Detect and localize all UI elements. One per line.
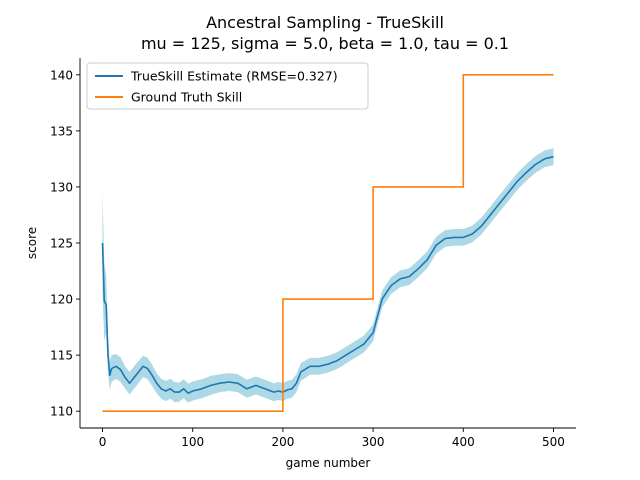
y-tick-label: 135 — [50, 124, 73, 138]
legend-box — [86, 62, 369, 110]
y-tick-label: 130 — [50, 180, 73, 194]
x-tick-label: 100 — [181, 435, 204, 449]
y-tick-label: 120 — [50, 293, 73, 307]
series-line-ground-truth — [102, 74, 554, 413]
y-tick-label: 110 — [50, 405, 73, 419]
x-tick-label: 0 — [99, 435, 107, 449]
legend: TrueSkill Estimate (RMSE=0.327) Ground T… — [86, 62, 369, 110]
x-tick-label: 500 — [542, 435, 565, 449]
x-ticks: 0 100 200 300 400 500 — [99, 428, 565, 449]
x-tick-label: 300 — [362, 435, 385, 449]
x-axis-label: game number — [286, 456, 371, 470]
plot-area — [101, 74, 554, 413]
y-tick-label: 115 — [50, 349, 73, 363]
y-axis-label: score — [25, 227, 39, 259]
estimate-confidence-band — [102, 148, 554, 403]
x-tick-label: 400 — [452, 435, 475, 449]
legend-label-ground-truth: Ground Truth Skill — [131, 90, 242, 105]
chart-title: Ancestral Sampling - TrueSkill — [206, 13, 444, 32]
y-tick-label: 125 — [50, 237, 73, 251]
legend-label-estimate: TrueSkill Estimate (RMSE=0.327) — [130, 69, 338, 84]
y-tick-label: 140 — [50, 68, 73, 82]
x-tick-label: 200 — [271, 435, 294, 449]
chart-subtitle: mu = 125, sigma = 5.0, beta = 1.0, tau =… — [141, 34, 509, 53]
y-ticks: 110 115 120 125 130 135 140 — [50, 68, 80, 419]
